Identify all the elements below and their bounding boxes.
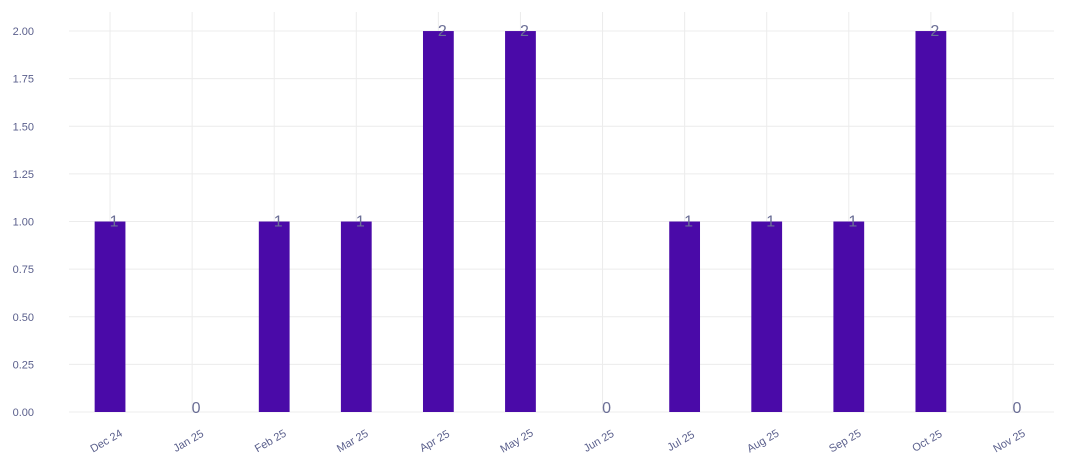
bar <box>94 221 126 412</box>
x-tick-label: Dec 24 <box>88 427 124 455</box>
x-tick-label: Apr 25 <box>418 428 452 455</box>
x-tick-label: Oct 25 <box>910 428 944 455</box>
bar <box>751 221 783 412</box>
bar <box>422 31 454 413</box>
x-tick-label: May 25 <box>498 427 535 455</box>
data-label: 1 <box>684 214 693 231</box>
y-axis-ticks: 0.00 0.25 0.50 0.75 1.00 1.25 1.50 1.75 2.00 <box>13 26 34 419</box>
x-axis-ticks: Dec 24 Jan 25 Feb 25 Mar 25 Apr 25 May 25 Jun … <box>88 427 1027 455</box>
x-tick-label: Jul 25 <box>665 429 696 454</box>
y-tick-label: 0.25 <box>13 359 34 371</box>
bar <box>669 221 701 412</box>
data-label: 2 <box>438 23 447 40</box>
x-tick-label: Aug 25 <box>745 427 781 455</box>
y-tick-label: 1.25 <box>13 169 34 181</box>
data-label: 1 <box>110 214 119 231</box>
data-label: 1 <box>356 214 365 231</box>
gridlines <box>69 12 1054 413</box>
bar <box>915 31 947 413</box>
data-label: 0 <box>602 400 611 417</box>
y-tick-label: 1.75 <box>13 74 34 86</box>
y-tick-label: 2.00 <box>13 26 34 38</box>
y-tick-label: 0.75 <box>13 264 34 276</box>
bars <box>94 31 947 413</box>
data-labels: 1 0 1 1 2 2 0 1 1 1 2 0 <box>110 23 1022 417</box>
x-tick-label: Nov 25 <box>991 427 1027 455</box>
y-tick-label: 0.00 <box>13 407 34 419</box>
y-tick-label: 1.50 <box>13 121 34 133</box>
bar <box>340 221 372 412</box>
data-label: 0 <box>192 400 201 417</box>
x-tick-label: Jan 25 <box>171 428 206 455</box>
x-tick-label: Sep 25 <box>827 427 863 455</box>
data-label: 1 <box>274 214 283 231</box>
data-label: 2 <box>520 23 529 40</box>
y-tick-label: 1.00 <box>13 217 34 229</box>
bar <box>833 221 865 412</box>
bar <box>505 31 536 413</box>
data-label: 1 <box>848 214 857 231</box>
x-tick-label: Mar 25 <box>335 428 371 456</box>
x-tick-label: Jun 25 <box>582 428 617 455</box>
data-label: 0 <box>1013 400 1022 417</box>
y-tick-label: 0.50 <box>13 312 34 324</box>
data-label: 1 <box>766 214 775 231</box>
x-tick-label: Feb 25 <box>253 428 289 456</box>
data-label: 2 <box>930 23 939 40</box>
bar <box>258 221 290 412</box>
